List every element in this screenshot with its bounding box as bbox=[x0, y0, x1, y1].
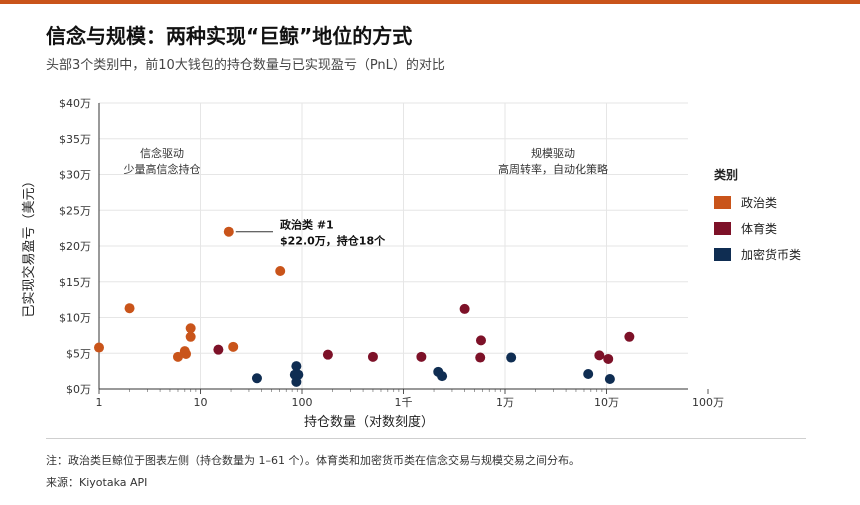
grid-layer bbox=[98, 102, 688, 390]
legend-swatch-sports bbox=[714, 221, 731, 235]
y-tick-label: $20万 bbox=[59, 240, 91, 253]
legend-label-politics: 政治类 bbox=[741, 195, 778, 210]
data-point-sports bbox=[475, 335, 486, 346]
data-point-sports bbox=[594, 350, 605, 361]
legend: 类别 政治类 体育类 加密货币类 bbox=[714, 166, 801, 271]
y-tick-label: $10万 bbox=[59, 312, 91, 325]
data-point-crypto bbox=[604, 373, 615, 384]
source-line: 来源：Kiyotaka API bbox=[46, 476, 148, 489]
y-tick-label: $25万 bbox=[59, 204, 91, 217]
legend-title: 类别 bbox=[714, 168, 739, 182]
data-point-crypto bbox=[583, 368, 594, 379]
y-tick-label: $0万 bbox=[66, 383, 91, 396]
data-point-sports bbox=[322, 349, 333, 360]
data-point-politics bbox=[223, 226, 234, 237]
legend-item-crypto: 加密货币类 bbox=[714, 245, 801, 263]
data-point-sports bbox=[416, 351, 427, 362]
data-point-politics bbox=[181, 348, 192, 359]
data-point-sports bbox=[603, 353, 614, 364]
legend-swatch-crypto bbox=[714, 247, 731, 261]
page-subtitle: 头部3个类别中，前10大钱包的持仓数量与已实现盈亏（PnL）的对比 bbox=[46, 58, 445, 73]
data-point-politics bbox=[228, 341, 239, 352]
legend-swatch-politics bbox=[714, 195, 731, 209]
scatter-chart: $0万 $5万 $10万 $15万 $20万 $25万 $30万 $35万 $40万 1 10 100… bbox=[21, 97, 724, 430]
legend-label-crypto: 加密货币类 bbox=[741, 247, 802, 262]
footer-divider bbox=[46, 438, 806, 439]
legend-label-sports: 体育类 bbox=[741, 221, 778, 236]
region-label-right-line2: 高周转率，自动化策略 bbox=[498, 162, 608, 176]
data-point-crypto bbox=[437, 371, 448, 382]
data-point-politics bbox=[275, 266, 286, 277]
data-point-crypto bbox=[291, 361, 302, 372]
data-point-sports bbox=[475, 352, 486, 363]
page-title: 信念与规模：两种实现“巨鲸”地位的方式 bbox=[46, 24, 413, 48]
annotation-top-politics-line2: $22.0万，持仓18个 bbox=[280, 234, 386, 248]
region-label-right-line1: 规模驱动 bbox=[531, 146, 575, 160]
data-point-sports bbox=[624, 331, 635, 342]
axis-layer: $0万 $5万 $10万 $15万 $20万 $25万 $30万 $35万 $40万 1 10 100… bbox=[21, 97, 724, 430]
y-axis-title: 已实现交易盈亏（美元） bbox=[21, 174, 37, 317]
y-tick-label: $15万 bbox=[59, 276, 91, 289]
data-point-crypto bbox=[506, 352, 517, 363]
x-tick-label: 10 bbox=[194, 396, 208, 409]
top-accent-bar bbox=[0, 0, 860, 4]
region-label-left-line2: 少量高信念持仓 bbox=[124, 162, 201, 176]
data-point-sports bbox=[213, 344, 224, 355]
annotation-top-politics-line1: 政治类 #1 bbox=[280, 218, 334, 232]
data-point-sports bbox=[459, 303, 470, 314]
legend-item-sports: 体育类 bbox=[714, 219, 801, 237]
footnote: 注：政治类巨鲸位于图表左侧（持仓数量为 1–61 个）。体育类和加密货币类在信念… bbox=[46, 454, 580, 467]
data-point-politics bbox=[185, 331, 196, 342]
y-tick-label: $40万 bbox=[59, 97, 91, 110]
data-point-politics bbox=[172, 351, 183, 362]
y-tick-label: $30万 bbox=[59, 169, 91, 182]
data-point-politics bbox=[94, 342, 104, 353]
data-point-politics bbox=[124, 303, 135, 314]
x-tick-label: 1 bbox=[96, 396, 103, 409]
legend-item-politics: 政治类 bbox=[714, 193, 801, 211]
point-layer bbox=[94, 226, 635, 387]
x-tick-label: 1万 bbox=[496, 396, 514, 409]
x-tick-label: 10万 bbox=[594, 396, 619, 409]
y-tick-label: $35万 bbox=[59, 133, 91, 146]
data-point-politics bbox=[185, 323, 196, 334]
region-label-left-line1: 信念驱动 bbox=[140, 146, 184, 160]
x-axis-title: 持仓数量（对数刻度） bbox=[304, 414, 434, 430]
x-tick-label: 1千 bbox=[395, 396, 413, 409]
data-point-crypto bbox=[291, 376, 302, 387]
y-tick-label: $5万 bbox=[66, 347, 91, 360]
x-tick-label: 100 bbox=[292, 396, 313, 409]
data-point-crypto bbox=[251, 373, 262, 384]
x-tick-label: 100万 bbox=[692, 396, 724, 409]
data-point-sports bbox=[367, 351, 378, 362]
